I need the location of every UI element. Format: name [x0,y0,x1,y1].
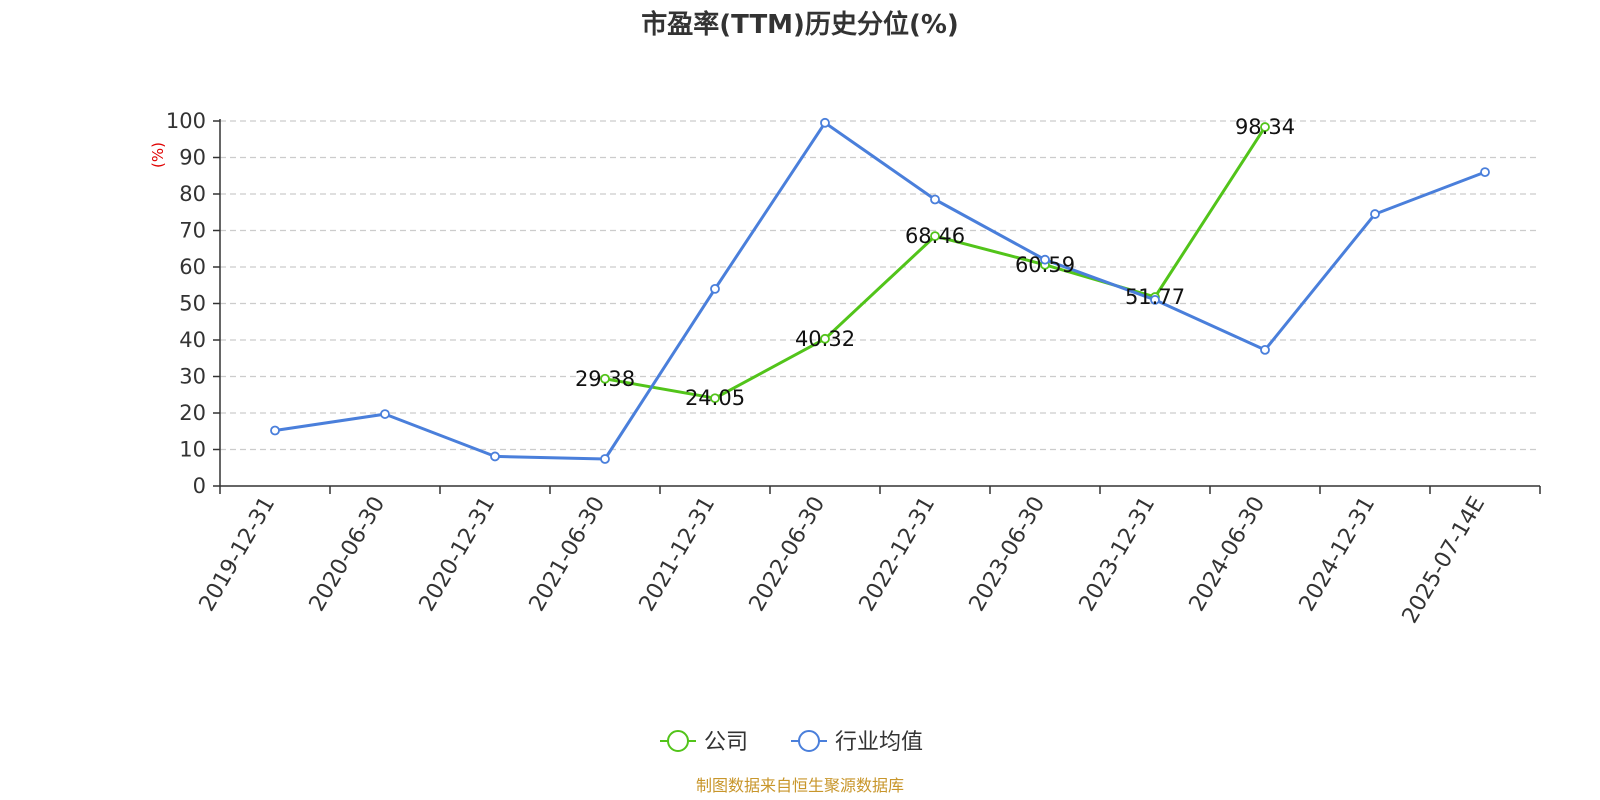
y-tick-label: 70 [179,219,206,243]
y-tick-label: 80 [179,182,206,206]
chart-title: 市盈率(TTM)历史分位(%) [641,9,959,40]
y-tick-label: 60 [179,255,206,279]
y-tick-label: 20 [179,401,206,425]
grid-lines [220,120,1540,451]
legend-item-0[interactable]: 公司 [660,730,748,755]
legend-marker [798,730,820,752]
x-tick-label: 2022-12-31 [855,493,941,616]
x-tick-label: 2021-06-30 [525,493,611,616]
y-axis-unit-label: (%) [149,142,167,168]
x-tick-label: 2024-12-31 [1295,493,1381,616]
legend-item-1[interactable]: 行业均值 [791,730,923,755]
data-point [710,283,720,294]
data-label: 29.38 [575,367,635,391]
x-tick-label: 2024-06-30 [1185,493,1271,616]
series-layer [270,117,1490,464]
series-line [604,126,1267,400]
data-point [1260,122,1270,132]
data-point [930,194,940,205]
x-tick-label: 2025-07-14E [1398,493,1491,628]
legend[interactable]: 公司 行业均值 [660,730,923,755]
y-tick-label: 50 [179,292,206,316]
series-1 [270,117,1490,464]
axes [219,119,1540,487]
x-tick-label: 2019-12-31 [195,493,281,616]
data-point [1260,344,1270,355]
x-tick-label: 2022-06-30 [745,493,831,616]
data-point [490,451,500,462]
data-label: 60.59 [1015,253,1075,277]
y-tick-label: 10 [179,438,206,462]
x-tick-label: 2023-06-30 [965,493,1051,616]
legend-label: 公司 [704,730,748,755]
data-point [380,409,390,419]
y-tick-label: 40 [179,328,206,352]
series-0 [600,122,1270,404]
y-tick-label: 90 [179,146,206,170]
data-point [1150,294,1160,305]
y-tick-label: 100 [166,109,206,133]
data-label: 68.46 [905,224,965,248]
x-tick-label: 2020-06-30 [305,493,391,616]
y-tick-label: 0 [193,474,206,498]
data-point [270,425,280,436]
data-point [1480,167,1490,178]
y-tick-label: 30 [179,365,206,389]
data-label: 40.32 [795,327,855,351]
y-axis-ticks: 0 10 20 30 40 50 60 70 80 90 100 [166,109,220,498]
x-tick-label: 2021-12-31 [635,493,721,616]
data-point [820,117,830,128]
data-point [600,454,610,464]
series-line [274,121,1486,461]
x-tick-label: 2020-12-31 [415,493,501,616]
data-point [1040,254,1050,265]
x-axis-ticks: 2019-12-31 2020-06-30 2020-12-31 2021-06-30… [195,486,1541,628]
data-point [710,393,720,404]
data-point [930,231,940,242]
data-point [1370,209,1380,219]
data-point [820,333,830,344]
legend-label: 行业均值 [835,730,923,755]
data-labels: 29.38 24.05 40.32 68.46 60.59 51.77 98.34 [575,115,1295,410]
data-label: 24.05 [685,386,745,410]
legend-marker [667,730,689,752]
data-label: 51.77 [1125,285,1185,309]
data-point [600,373,610,384]
source-note: 制图数据来自恒生聚源数据库 [696,776,904,795]
data-label: 98.34 [1235,115,1295,139]
x-tick-label: 2023-12-31 [1075,493,1161,616]
